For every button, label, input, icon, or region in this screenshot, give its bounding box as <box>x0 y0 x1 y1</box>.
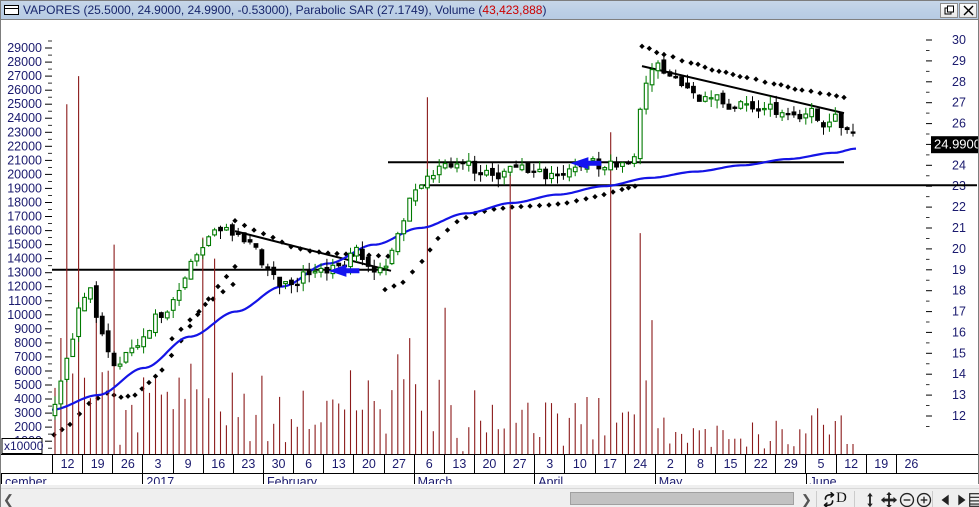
svg-text:8000: 8000 <box>14 336 42 350</box>
svg-text:13000: 13000 <box>7 266 42 280</box>
svg-text:14: 14 <box>952 367 966 381</box>
svg-text:24.9900: 24.9900 <box>934 137 978 152</box>
svg-text:3000: 3000 <box>14 406 42 420</box>
svg-text:15: 15 <box>952 346 966 360</box>
svg-text:28000: 28000 <box>7 55 42 69</box>
svg-text:21: 21 <box>952 221 966 235</box>
svg-text:10000: 10000 <box>7 308 42 322</box>
svg-text:30: 30 <box>952 33 966 47</box>
svg-text:14000: 14000 <box>7 252 42 266</box>
svg-text:16000: 16000 <box>7 224 42 238</box>
svg-text:28: 28 <box>952 75 966 89</box>
svg-text:22000: 22000 <box>7 139 42 153</box>
svg-text:6000: 6000 <box>14 364 42 378</box>
svg-text:21000: 21000 <box>7 153 42 167</box>
svg-text:20: 20 <box>952 242 966 256</box>
svg-text:29000: 29000 <box>7 41 42 55</box>
svg-text:12000: 12000 <box>7 280 42 294</box>
svg-text:18: 18 <box>952 284 966 298</box>
svg-text:23000: 23000 <box>7 125 42 139</box>
svg-text:26000: 26000 <box>7 83 42 97</box>
svg-text:13: 13 <box>952 388 966 402</box>
svg-text:9000: 9000 <box>14 322 42 336</box>
svg-text:17000: 17000 <box>7 210 42 224</box>
svg-text:29: 29 <box>952 54 966 68</box>
svg-text:11000: 11000 <box>8 294 42 308</box>
svg-text:19: 19 <box>952 263 966 277</box>
svg-text:27: 27 <box>952 96 966 110</box>
svg-text:x10000: x10000 <box>4 439 44 453</box>
svg-text:5000: 5000 <box>14 378 42 392</box>
svg-text:25000: 25000 <box>7 97 42 111</box>
svg-text:2000: 2000 <box>14 420 42 434</box>
svg-text:12: 12 <box>952 409 966 423</box>
svg-text:7000: 7000 <box>14 350 42 364</box>
svg-text:27000: 27000 <box>7 69 42 83</box>
svg-text:19000: 19000 <box>7 181 42 195</box>
svg-text:20000: 20000 <box>7 167 42 181</box>
svg-text:24000: 24000 <box>7 111 42 125</box>
svg-text:4000: 4000 <box>14 392 42 406</box>
svg-text:15000: 15000 <box>7 238 42 252</box>
svg-text:16: 16 <box>952 325 966 339</box>
svg-text:24: 24 <box>952 158 966 172</box>
svg-text:22: 22 <box>952 200 966 214</box>
svg-text:26: 26 <box>952 117 966 131</box>
svg-text:18000: 18000 <box>7 196 42 210</box>
svg-text:17: 17 <box>952 305 966 319</box>
